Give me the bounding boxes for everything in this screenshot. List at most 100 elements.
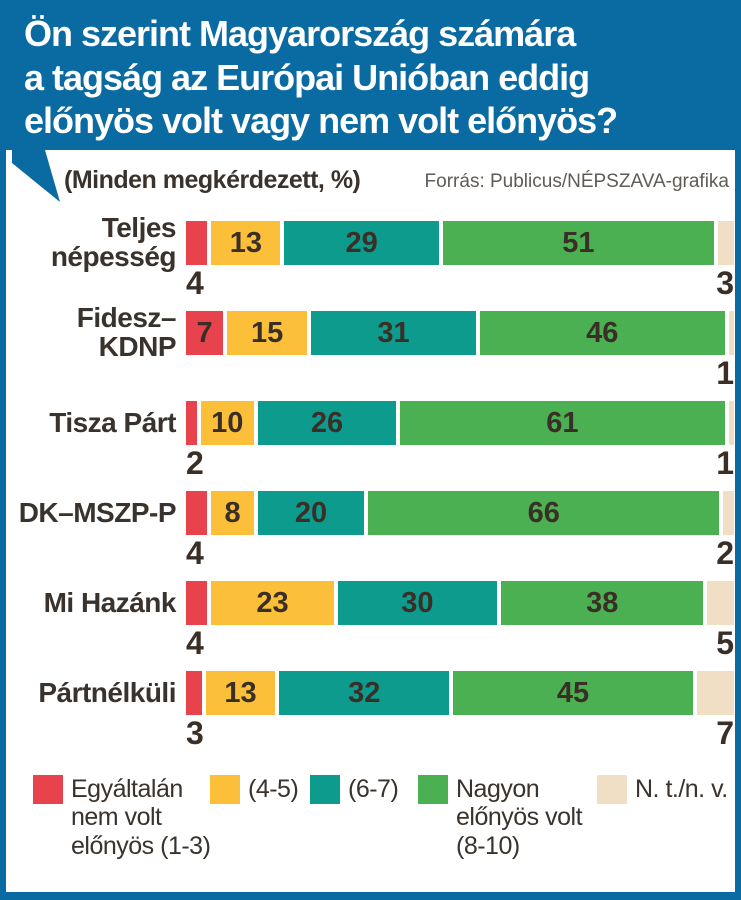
row-label: Fidesz–KDNP: [76, 302, 177, 362]
segment-teal: 20: [257, 491, 365, 535]
value-label: 13: [224, 676, 257, 709]
segment-green: 38: [501, 581, 704, 625]
value-label: 46: [586, 316, 619, 349]
segment-yellow: 23: [211, 581, 334, 625]
segment-yellow: 10: [200, 401, 254, 445]
segment-beige: [718, 221, 734, 265]
segment-green: 66: [368, 491, 720, 535]
value-label: 30: [401, 586, 434, 619]
legend: Egyáltalán nem volt előnyös (1-3) (4-5) …: [6, 775, 735, 885]
value-label: 32: [348, 676, 381, 709]
row-label: DK–MSZP-P: [18, 496, 177, 528]
chart-row-teljes-nepesseg: Teljes népesség 13 29 51 4 3: [6, 212, 735, 311]
value-label: 51: [562, 226, 595, 259]
row-label: Tisza Párt: [49, 406, 176, 438]
legend-label: Egyáltalán nem volt előnyös (1-3): [71, 775, 211, 860]
legend-item-red: Egyáltalán nem volt előnyös (1-3): [33, 775, 229, 860]
segment-red: [186, 581, 208, 625]
segment-red: 7: [186, 311, 224, 355]
segment-yellow: 15: [227, 311, 308, 355]
segment-beige: [728, 311, 734, 355]
chart-row-mi-hazank: Mi Hazánk 23 30 38 4 5: [6, 581, 735, 671]
outside-labels: 4 3: [186, 265, 734, 311]
stacked-bar: 23 30 38: [186, 581, 734, 625]
page-title: Ön szerint Magyarország számára a tagság…: [24, 13, 618, 142]
legend-item-green: Nagyon előnyös volt (8-10): [418, 775, 611, 860]
header: Ön szerint Magyarország számára a tagság…: [6, 0, 735, 150]
value-label-right: 7: [716, 715, 734, 751]
segment-green: 51: [442, 221, 715, 265]
value-label-left: 3: [186, 715, 204, 751]
value-label-left: 4: [186, 625, 204, 661]
value-label: 7: [196, 316, 213, 349]
speech-bubble-tail: [12, 150, 60, 202]
stacked-bar: 10 26 61: [186, 401, 734, 445]
legend-swatch-beige: [597, 775, 627, 804]
value-label: 10: [211, 406, 244, 439]
legend-label: (4-5): [248, 775, 299, 803]
legend-swatch-green: [418, 775, 448, 804]
segment-yellow: 13: [205, 671, 276, 715]
value-label: 45: [556, 676, 590, 709]
segment-red: [186, 401, 197, 445]
outside-labels: 1: [186, 355, 734, 401]
value-label-left: 4: [186, 265, 204, 301]
value-label: 15: [251, 316, 284, 349]
stacked-bar: 13 29 51: [186, 221, 734, 265]
value-label-left: 4: [186, 535, 204, 571]
segment-red: [186, 491, 208, 535]
outside-labels: 4 5: [186, 625, 734, 671]
segment-teal: 31: [311, 311, 476, 355]
segment-teal: 32: [279, 671, 450, 715]
row-label: Pártnélküli: [38, 676, 176, 708]
legend-label: N. t./n. v.: [635, 775, 728, 803]
segment-teal: 30: [337, 581, 498, 625]
stacked-bar: 13 32 45: [186, 671, 734, 715]
segment-green: 61: [400, 401, 725, 445]
segment-green: 46: [479, 311, 725, 355]
segment-beige: [696, 671, 734, 715]
segment-red: [186, 671, 202, 715]
value-label: 20: [294, 496, 328, 529]
row-label: Teljes népesség: [50, 212, 177, 272]
segment-beige: [728, 401, 734, 445]
value-label-right: 1: [716, 445, 734, 481]
legend-label: (6-7): [348, 775, 399, 803]
bar-chart: Teljes népesség 13 29 51 4 3 Fidesz–KDNP: [6, 212, 735, 761]
value-label: 38: [586, 586, 619, 619]
value-label: 13: [229, 226, 262, 259]
legend-label: Nagyon előnyös volt (8-10): [456, 775, 583, 860]
value-label-right: 3: [716, 265, 734, 301]
value-label: 61: [546, 406, 579, 439]
legend-swatch-yellow: [210, 775, 240, 804]
value-label-right: 2: [716, 535, 734, 571]
chart-row-partnelkuli: Pártnélküli 13 32 45 3 7: [6, 671, 735, 761]
chart-subtitle: (Minden megkérdezett, %): [64, 166, 361, 194]
segment-teal: 29: [284, 221, 439, 265]
segment-green: 45: [453, 671, 693, 715]
value-label: 26: [310, 406, 344, 439]
legend-item-yellow: (4-5): [210, 775, 299, 804]
stacked-bar: 8 20 66: [186, 491, 735, 535]
value-label: 66: [527, 496, 560, 529]
legend-swatch-red: [33, 775, 63, 804]
chart-row-tisza-part: Tisza Párt 10 26 61 2 1: [6, 401, 735, 491]
value-label-left: 2: [186, 445, 204, 481]
segment-teal: 26: [257, 401, 397, 445]
subheader: (Minden megkérdezett, %) Forrás: Publicu…: [64, 166, 729, 195]
segment-beige: [707, 581, 734, 625]
value-label: 31: [377, 316, 410, 349]
legend-item-teal: (6-7): [310, 775, 399, 804]
segment-yellow: 8: [211, 491, 254, 535]
outside-labels: 4 2: [186, 535, 734, 581]
segment-beige: [723, 491, 735, 535]
value-label: 23: [256, 586, 289, 619]
chart-row-dk-mszp-p: DK–MSZP-P 8 20 66 4 2: [6, 491, 735, 581]
value-label: 8: [224, 496, 241, 529]
stacked-bar: 7 15 31 46: [186, 311, 734, 355]
chart-row-fidesz-kdnp: Fidesz–KDNP 7 15 31 46 1: [6, 302, 735, 401]
legend-item-beige: N. t./n. v.: [597, 775, 728, 804]
source-credit: Forrás: Publicus/NÉPSZAVA-grafika: [424, 171, 729, 192]
legend-swatch-teal: [310, 775, 340, 804]
